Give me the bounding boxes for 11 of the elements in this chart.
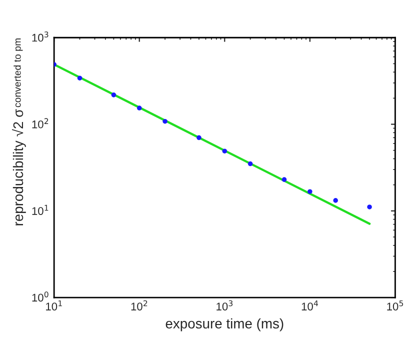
x-tick-label: 10$^{1}$ xyxy=(46,300,62,310)
y-tick-label: 10$^{2}$ xyxy=(32,118,48,128)
y-axis-title: reproducibility √2 σconverted to pm xyxy=(12,38,26,226)
x-tick-label: 10$^{2}$ xyxy=(131,300,148,310)
x-axis-title: exposure time (ms) xyxy=(166,318,284,332)
x-tick-label: 10$^{3}$ xyxy=(216,300,233,310)
y-tick-label: 10$^{1}$ xyxy=(32,204,48,215)
x-tick-label: 10$^{5}$ xyxy=(387,300,404,310)
y-tick-label: 10$^{0}$ xyxy=(32,291,48,302)
x-tick-label: 10$^{4}$ xyxy=(302,300,318,310)
y-tick-label: 10$^{3}$ xyxy=(32,32,48,42)
